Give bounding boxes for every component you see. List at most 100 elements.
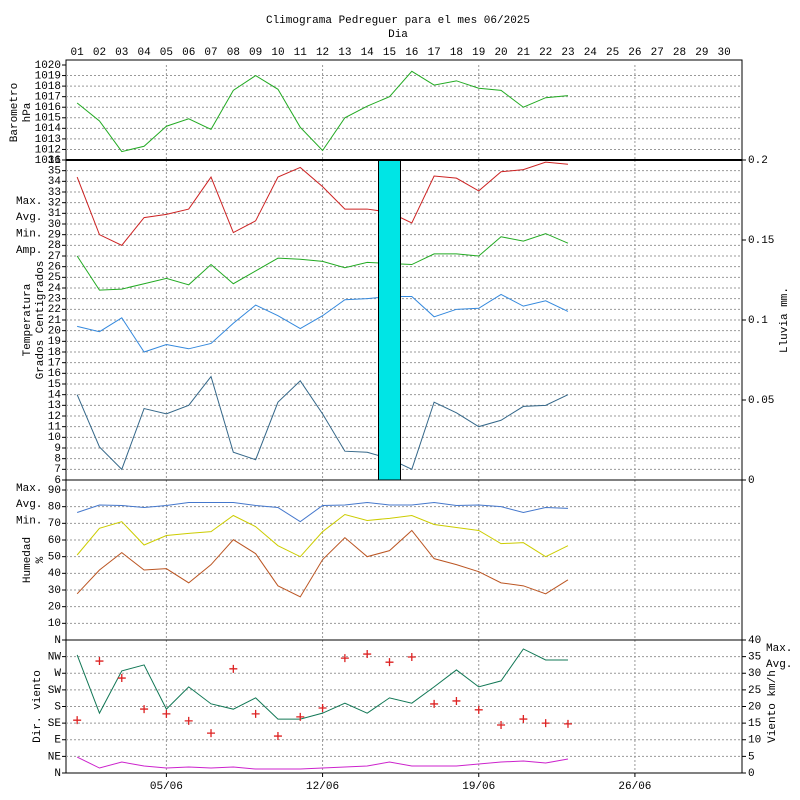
y-tick-label: NE [48, 751, 62, 763]
series-line [76, 233, 569, 291]
y2-tick-label: 5 [748, 751, 755, 763]
y-axis-label: Temperatura [22, 283, 34, 356]
y-tick-label: 1011 [35, 155, 62, 167]
y-tick-label: 22 [48, 304, 61, 316]
y-tick-label: 9 [54, 443, 61, 455]
y-tick-label: 18 [48, 347, 61, 359]
x-tick-label: 02 [93, 47, 106, 59]
x-tick-label: 23 [561, 47, 574, 59]
direction-marker [452, 696, 461, 705]
y-tick-label: 32 [48, 198, 61, 210]
y2-axis-label: Viento km/h [767, 670, 779, 743]
y-tick-label: 15 [48, 379, 61, 391]
y-axis-label: Grados Centigrados [35, 261, 47, 380]
legend-label: Amp. [16, 245, 42, 257]
y-tick-label: 40 [48, 568, 61, 580]
legend-label: Min. [16, 516, 42, 528]
y-tick-label: 80 [48, 502, 61, 514]
y-tick-label: 16 [48, 368, 61, 380]
series-line [77, 293, 569, 353]
y2-tick-label: 0.1 [748, 315, 768, 327]
direction-marker [385, 658, 394, 667]
y-tick-label: W [54, 668, 61, 680]
y-tick-label: 34 [48, 176, 62, 188]
direction-marker [162, 709, 171, 718]
y-tick-label: 17 [48, 358, 61, 370]
direction-marker [318, 703, 327, 712]
y-tick-label: 1012 [35, 144, 61, 156]
y2-tick-label: 15 [748, 718, 761, 730]
x-tick-label: 07 [204, 47, 217, 59]
y-tick-label: 24 [48, 283, 62, 295]
x-tick-label: 03 [115, 47, 128, 59]
x-tick-label: 11 [294, 47, 308, 59]
x-tick-label: 30 [718, 47, 731, 59]
direction-marker [296, 712, 305, 721]
y-tick-label: 1013 [35, 134, 61, 146]
y-tick-label: 10 [48, 432, 61, 444]
chart-title: Climograma Pedreguer para el mes 06/2025 [266, 15, 530, 27]
y-tick-label: 90 [48, 485, 61, 497]
x-tick-label: 09 [249, 47, 262, 59]
y-tick-label: 12 [48, 411, 61, 423]
y2-tick-label: 0.05 [748, 395, 774, 407]
y2-axis-label: Lluvia mm. [779, 287, 791, 353]
series-line [76, 648, 568, 720]
y-tick-label: 70 [48, 518, 61, 530]
y-tick-label: 1014 [35, 123, 62, 135]
direction-marker [95, 657, 104, 666]
x-tick-label: 20 [494, 47, 507, 59]
direction-marker [497, 720, 506, 729]
y2-tick-label: 35 [748, 652, 761, 664]
x-tick-label: 19/06 [462, 781, 495, 793]
y-tick-label: 8 [54, 454, 61, 466]
x-tick-label: 29 [695, 47, 708, 59]
x-tick-label: 19 [472, 47, 485, 59]
direction-marker [184, 716, 193, 725]
direction-marker [541, 719, 550, 728]
x-tick-label: 05/06 [150, 781, 183, 793]
y-tick-label: 20 [48, 602, 61, 614]
legend-label: Avg. [766, 659, 792, 671]
legend-label: Avg. [16, 212, 42, 224]
y-axis-label: Barometro [9, 83, 21, 142]
direction-marker [140, 705, 149, 714]
y-tick-label: 28 [48, 240, 61, 252]
y-tick-label: 1017 [35, 92, 61, 104]
y-tick-label: 30 [48, 585, 61, 597]
y-tick-label: 1016 [35, 102, 61, 114]
x-tick-label: 14 [361, 47, 375, 59]
y-tick-label: 1020 [35, 60, 61, 72]
y-axis-label: Dir. viento [32, 670, 44, 743]
x-tick-label: 21 [517, 47, 531, 59]
series-line [76, 161, 569, 246]
y-tick-label: 1019 [35, 70, 61, 82]
direction-marker [430, 699, 439, 708]
y-tick-label: 20 [48, 326, 61, 338]
y-tick-label: 35 [48, 166, 61, 178]
direction-marker [251, 709, 260, 718]
y-tick-label: 13 [48, 400, 61, 412]
y-tick-label: 7 [54, 464, 61, 476]
y-tick-label: 33 [48, 187, 61, 199]
x-tick-label: 10 [271, 47, 284, 59]
direction-marker [207, 729, 216, 738]
y2-tick-label: 0 [748, 768, 755, 780]
direction-marker [407, 652, 416, 661]
y-axis-label: % [35, 556, 47, 563]
y2-tick-label: 0 [748, 475, 755, 487]
y-tick-label: 1018 [35, 81, 61, 93]
direction-marker [474, 705, 483, 714]
direction-marker [363, 650, 372, 659]
x-axis-label: Dia [388, 29, 408, 41]
y-tick-label: 1015 [35, 113, 61, 125]
series-line [76, 513, 569, 558]
x-tick-label: 15 [383, 47, 396, 59]
x-tick-label: 17 [428, 47, 441, 59]
direction-marker [73, 716, 82, 725]
legend-label: Max. [766, 643, 792, 655]
x-tick-label: 26 [628, 47, 641, 59]
x-tick-label: 16 [405, 47, 418, 59]
x-tick-label: 12 [316, 47, 329, 59]
